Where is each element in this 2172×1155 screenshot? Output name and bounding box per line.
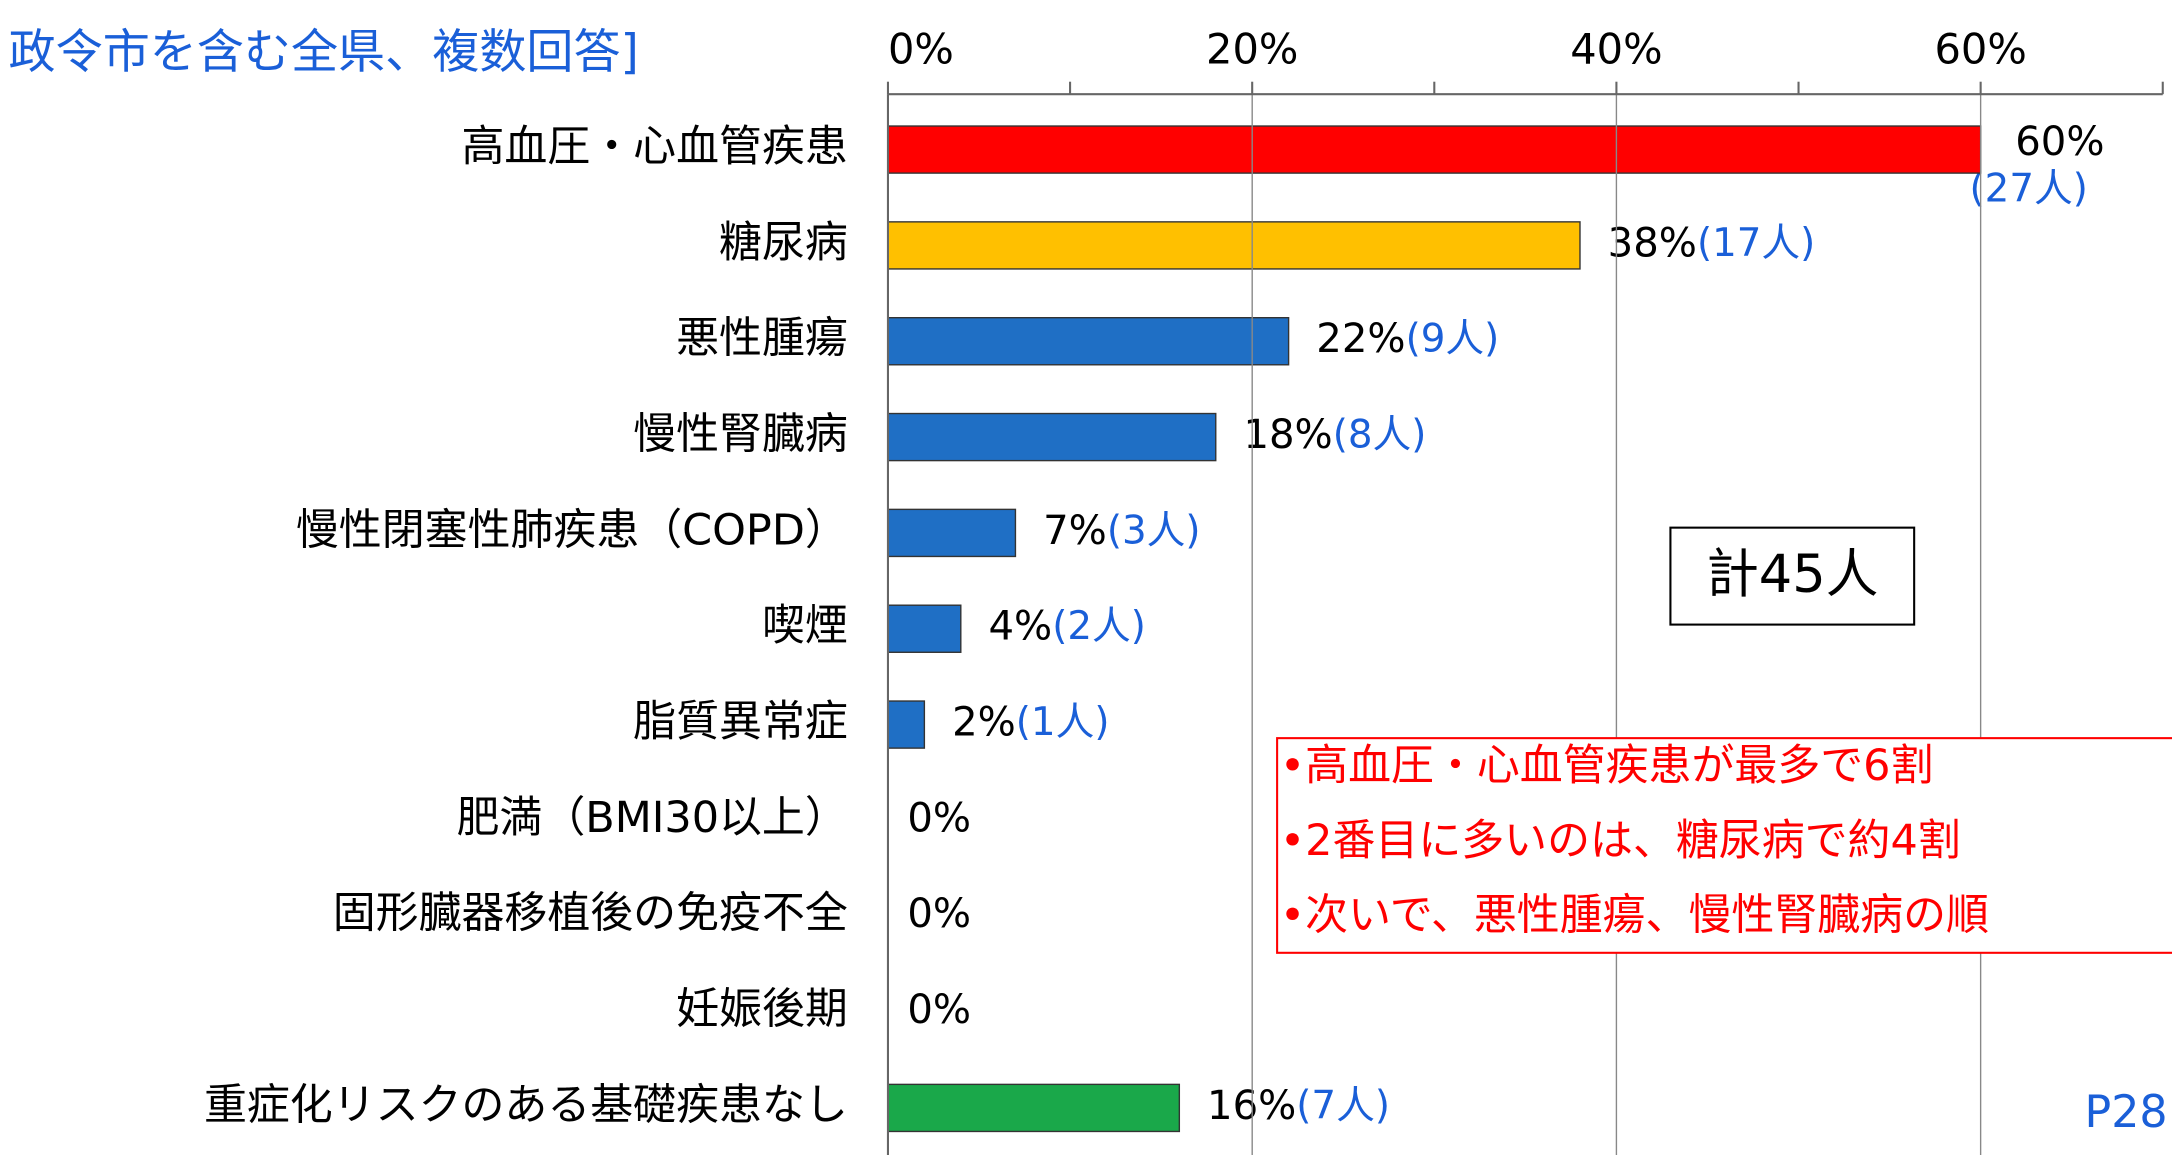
y-tick-label: 固形臓器移植後の免疫不全	[333, 889, 848, 939]
value-label: 60%	[2015, 119, 2104, 165]
count-label: (7人)	[1296, 1083, 1390, 1128]
value-label: 2%	[952, 700, 1016, 746]
y-tick-label: 糖尿病	[719, 218, 848, 268]
x-tick-label: 60%	[1934, 25, 2026, 74]
bar	[887, 125, 1982, 174]
x-tick-label: 0%	[888, 25, 954, 74]
value-label: 0%	[907, 795, 971, 841]
page-number: P28	[2085, 1087, 2168, 1138]
bar	[887, 604, 962, 653]
y-tick-label: 妊娠後期	[676, 985, 848, 1035]
value-label: 7%	[1043, 508, 1107, 554]
y-tick-label: 重症化リスクのある基礎疾患なし	[204, 1080, 848, 1130]
bar	[887, 412, 1217, 462]
y-tick-label: 肥満（BMI30以上）	[457, 793, 848, 843]
value-label: 0%	[907, 987, 971, 1033]
note: •次いで、悪性腫瘍、慢性腎臓病の順	[1280, 891, 1989, 941]
bar	[887, 508, 1017, 558]
y-tick-label: 脂質異常症	[633, 697, 848, 747]
note: •高血圧・心血管疾患が最多で6割	[1280, 741, 1934, 791]
chart-title: 政令市を含む全県、複数回答]	[9, 25, 639, 80]
note: •2番目に多いのは、糖尿病で約4割	[1280, 816, 1961, 866]
value-label: 38%	[1608, 220, 1697, 266]
bar	[887, 700, 926, 749]
x-tick-label: 40%	[1570, 25, 1662, 74]
bar	[887, 221, 1581, 270]
y-tick-label: 喫煙	[762, 601, 848, 651]
y-tick-label: 悪性腫瘍	[676, 314, 848, 364]
count-label: (1人)	[1016, 700, 1110, 745]
total-text: 計45人	[1706, 544, 1878, 605]
bar	[887, 1083, 1181, 1133]
note-box	[1276, 737, 2172, 954]
total-box	[1669, 526, 1916, 626]
count-label: (8人)	[1333, 413, 1427, 458]
y-tick-label: 慢性閉塞性肺疾患（COPD）	[296, 505, 848, 555]
count-label: (27人)	[1970, 167, 2088, 212]
y-tick-label: 慢性腎臓病	[633, 410, 848, 460]
value-label: 0%	[907, 891, 971, 937]
value-label: 4%	[989, 604, 1053, 650]
bar	[887, 317, 1290, 366]
count-label: (3人)	[1107, 508, 1201, 553]
y-tick-label: 高血圧・心血管疾患	[462, 122, 848, 172]
count-label: (9人)	[1406, 317, 1500, 362]
value-label: 18%	[1243, 412, 1332, 458]
count-label: (17人)	[1697, 221, 1815, 266]
count-label: (2人)	[1052, 604, 1146, 649]
x-tick-label: 20%	[1206, 25, 1298, 74]
value-label: 22%	[1316, 316, 1405, 362]
